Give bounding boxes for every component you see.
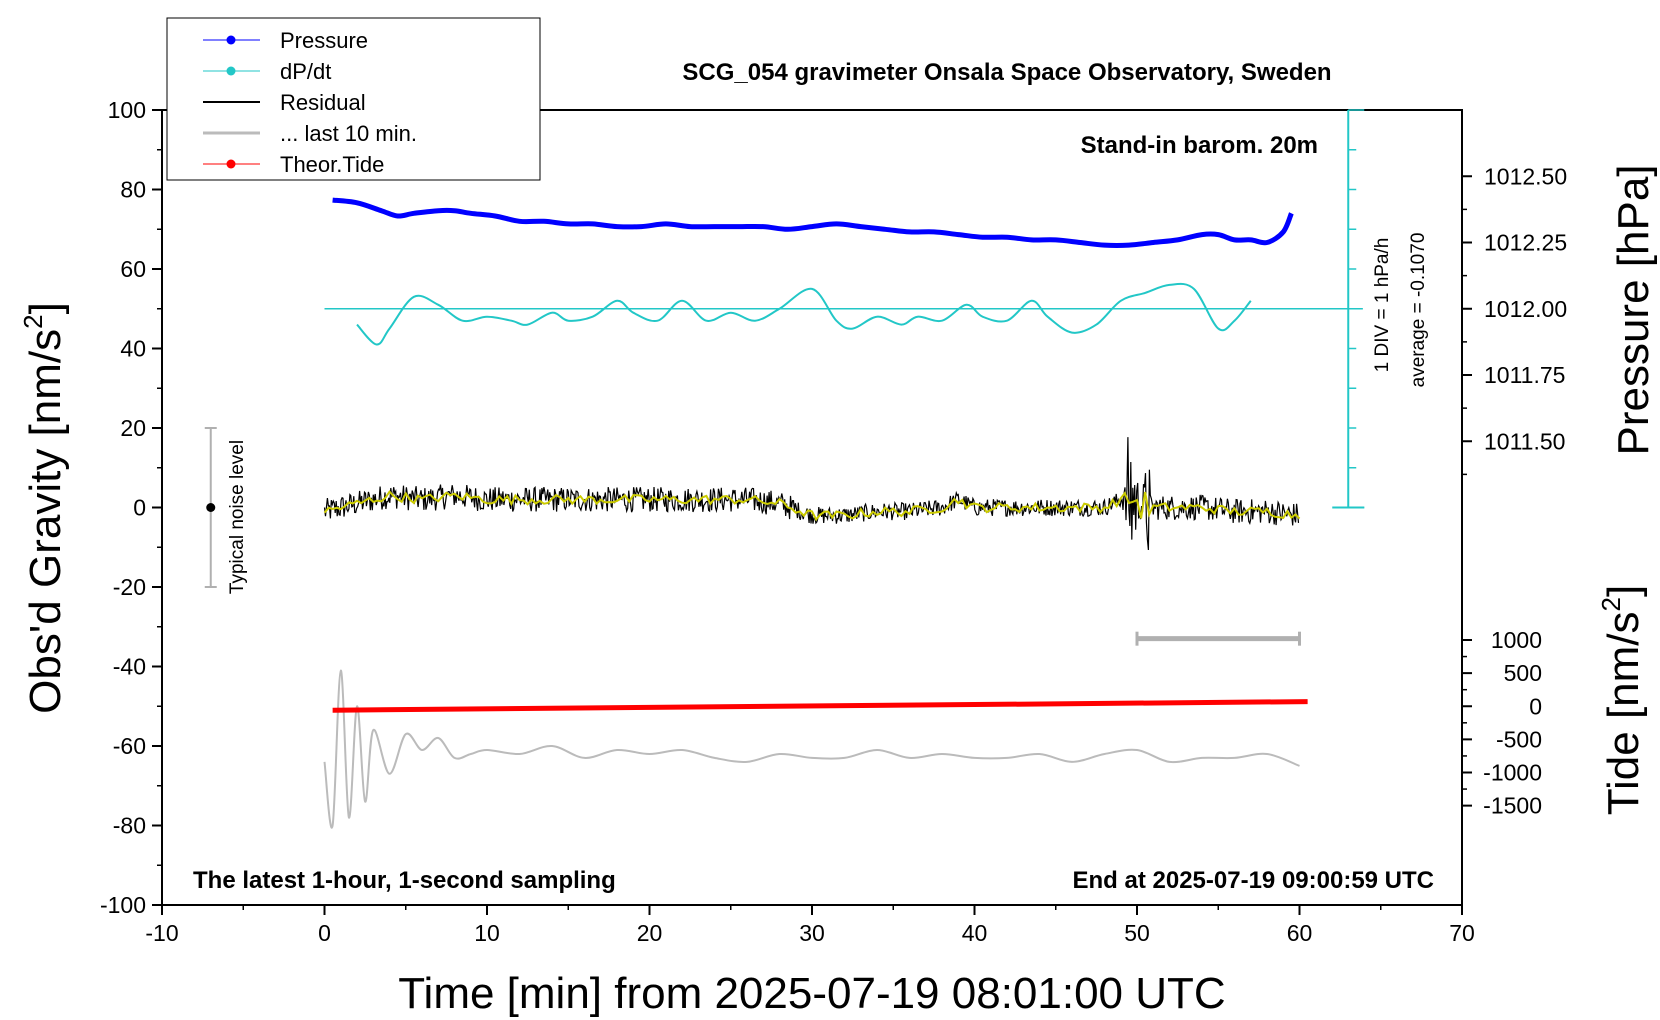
- tide-axis-label-text: Tide [nm/s: [1599, 611, 1648, 815]
- x-tick-label: 20: [637, 920, 663, 946]
- legend: Pressure dP/dt Residual ... last 10 min. The…: [166, 17, 541, 181]
- barometer-note: Stand-in barom. 20m: [1081, 132, 1318, 159]
- x-tick-label: 0: [318, 920, 331, 946]
- series-theor-tide: [332, 699, 1308, 713]
- series-residual: [323, 437, 1300, 551]
- tide-tick-label: -500: [1496, 726, 1542, 752]
- noise-level-label: Typical noise level: [227, 440, 248, 594]
- tide-tick-label: 500: [1504, 660, 1542, 686]
- x-tick-label: 50: [1124, 920, 1150, 946]
- series-dpdt: [356, 282, 1252, 346]
- y-tick-label: 60: [120, 256, 146, 282]
- pressure-tick-label: 1012.00: [1484, 296, 1567, 322]
- x-tick-label: 40: [962, 920, 988, 946]
- tide-tick-label: 1000: [1491, 627, 1542, 653]
- series-pressure: [332, 197, 1294, 248]
- y-tick-label: -80: [113, 813, 146, 839]
- noise-bar-dot: [206, 503, 216, 512]
- y-tick-label: 100: [108, 97, 146, 123]
- series-last10: [323, 669, 1300, 829]
- legend-entry: ... last 10 min.: [280, 121, 417, 146]
- x-tick-label: 60: [1287, 920, 1313, 946]
- y-axis-label-sup: 2: [18, 314, 48, 328]
- y-tick-label: 20: [120, 415, 146, 441]
- pressure-tick-label: 1012.50: [1484, 163, 1567, 189]
- y-tick-label: -100: [100, 892, 146, 918]
- y-tick-label: 0: [133, 495, 146, 521]
- chart-title: SCG_054 gravimeter Onsala Space Observat…: [682, 59, 1331, 86]
- series-layer: [323, 197, 1363, 829]
- legend-dot: [226, 159, 236, 169]
- pressure-axis-label: Pressure [hPa]: [1609, 164, 1658, 455]
- legend-box: [166, 17, 541, 181]
- legend-entry: Theor.Tide: [280, 152, 384, 177]
- left-footer: The latest 1-hour, 1-second sampling: [193, 867, 616, 894]
- y-axis-label: Obs'd Gravity [nm/s2]: [18, 302, 70, 714]
- dpdt-average-note: average = -0.1070: [1408, 233, 1429, 388]
- decor-layer: [204, 109, 1365, 646]
- y-tick-label: -20: [113, 574, 146, 600]
- pressure-tick-label: 1011.50: [1484, 428, 1565, 454]
- y-tick-label: 40: [120, 336, 146, 362]
- tide-tick-label: -1500: [1483, 793, 1542, 819]
- x-tick-label: 30: [799, 920, 825, 946]
- x-tick-label: 70: [1449, 920, 1475, 946]
- y-tick-label: -40: [113, 654, 146, 680]
- y-tick-label: -60: [113, 733, 146, 759]
- x-tick-label: 10: [474, 920, 500, 946]
- legend-entry: Pressure: [280, 28, 368, 53]
- legend-entry: Residual: [280, 90, 366, 115]
- y-axis-label-tail: ]: [21, 302, 70, 314]
- pressure-tick-label: 1012.25: [1484, 230, 1567, 256]
- axis-ticks: -10 0 10 20 30 40 50 60 70100806040200-20-40-60-…: [100, 97, 1567, 946]
- tide-tick-label: -1000: [1483, 760, 1542, 786]
- legend-entry: dP/dt: [280, 59, 331, 84]
- plot-frame: [161, 109, 1463, 906]
- pressure-tick-label: 1011.75: [1484, 362, 1565, 388]
- legend-dot: [226, 66, 236, 76]
- series-residual-smoothed: [323, 490, 1301, 522]
- right-footer: End at 2025-07-19 09:00:59 UTC: [1073, 867, 1435, 894]
- y-tick-label: 80: [120, 177, 146, 203]
- tide-axis-label: Tide [nm/s2]: [1596, 585, 1648, 815]
- x-axis-label: Time [min] from 2025-07-19 08:01:00 UTC: [398, 969, 1225, 1018]
- dpdt-scale-note: 1 DIV = 1 hPa/h: [1372, 238, 1393, 373]
- legend-dot: [226, 35, 236, 45]
- tide-axis-label-tail: ]: [1599, 585, 1648, 597]
- tide-tick-label: 0: [1529, 693, 1542, 719]
- y-axis-label-text: Obs'd Gravity [nm/s: [21, 329, 70, 714]
- tide-axis-label-sup: 2: [1596, 597, 1626, 611]
- x-tick-label: -10: [145, 920, 178, 946]
